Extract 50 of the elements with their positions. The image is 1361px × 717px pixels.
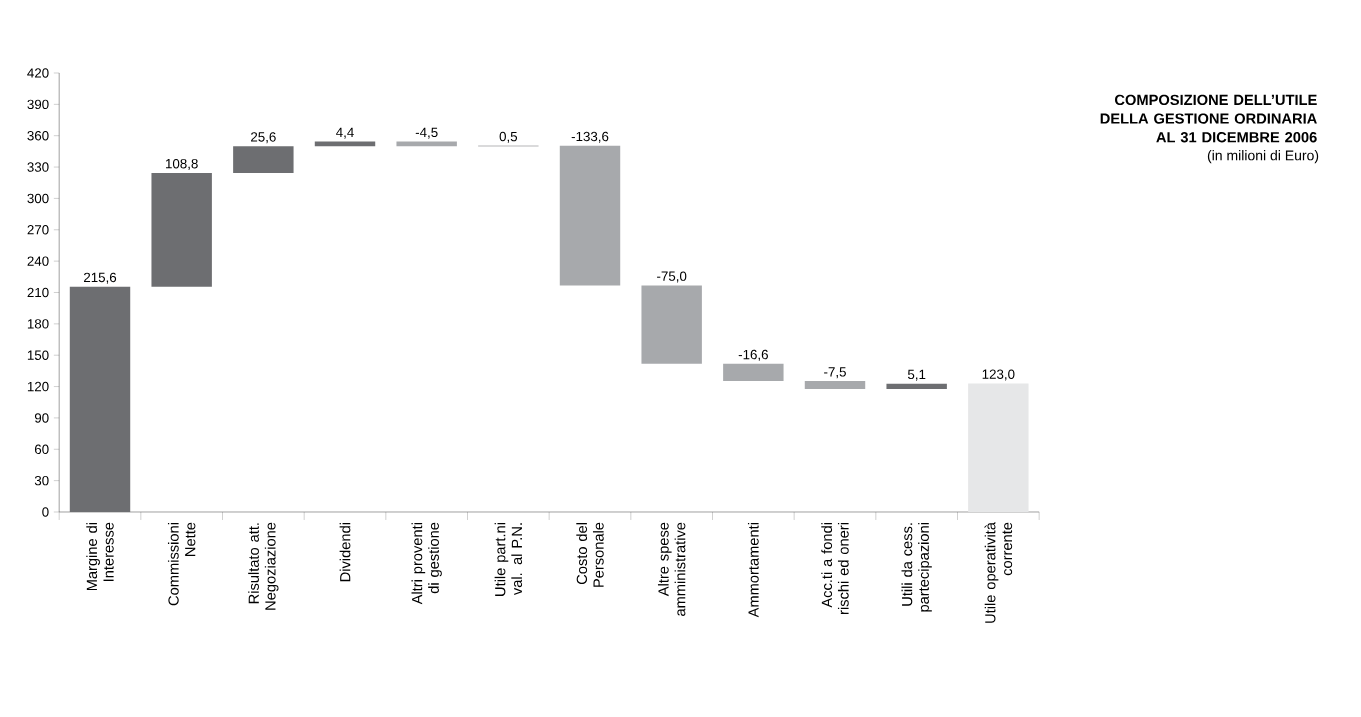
bar [886, 383, 947, 389]
bar [151, 172, 212, 287]
data-label: -16,6 [738, 349, 768, 361]
data-label: 25,6 [251, 132, 276, 144]
y-tick-label: 120 [27, 381, 49, 392]
data-label: 0,5 [499, 131, 518, 143]
data-label: 123,0 [982, 369, 1015, 381]
text: (in milioni di Euro) [1207, 150, 1319, 164]
bar [233, 146, 294, 173]
y-tick-label: 270 [27, 225, 49, 235]
data-label: -133,6 [571, 131, 609, 143]
x-tick-label: Ammortamenti [747, 523, 759, 618]
x-tick-label: Utili da cess. partecipazioni [901, 523, 932, 612]
bar [559, 145, 621, 286]
y-tick-label: 180 [27, 319, 49, 329]
x-tick-label: Altri proventi di gestione [411, 522, 442, 605]
y-tick-label: 60 [34, 444, 49, 454]
y-tick-label: 300 [27, 193, 49, 204]
y-tick-label: 90 [34, 413, 49, 423]
x-tick-label: Commissioni Nette [167, 522, 196, 606]
y-tick-label: 30 [34, 475, 49, 486]
y-tick-label: 150 [27, 350, 49, 360]
data-label: 108,8 [166, 158, 198, 170]
data-label: 215,6 [84, 272, 117, 284]
x-tick-label: Acc.ti a fondi rischi ed oneri [821, 523, 849, 614]
x-tick-label: Altre spese amministrative [657, 522, 686, 616]
text: COMPOSIZIONE DELL’UTILE DELLA GESTIONE ORDINARIA AL 31 DICEMBRE 2006 [1100, 94, 1317, 143]
bar [723, 363, 784, 382]
y-tick-label: 210 [27, 287, 49, 298]
x-tick-label: Costo del Personale [576, 522, 604, 587]
bar [804, 381, 866, 389]
x-tick-label: Risultato att. Negoziazione [248, 522, 279, 610]
y-tick-label: 420 [27, 68, 49, 78]
x-tick-label: Utile operatività corrente [984, 522, 1013, 623]
x-tick-label: Margine di Interesse [86, 522, 114, 591]
y-tick-label: 240 [27, 256, 49, 266]
x-tick-label: Utile part.ni val. al P.N. [494, 523, 523, 596]
data-label: 5,1 [907, 369, 926, 381]
data-label: -4,5 [415, 127, 438, 139]
data-label: -7,5 [824, 367, 846, 379]
data-label: -75,0 [657, 271, 687, 283]
y-tick-label: 390 [27, 99, 49, 110]
bar [69, 286, 131, 512]
data-label: 4,4 [336, 127, 354, 139]
bar [641, 285, 702, 364]
bar [968, 383, 1029, 512]
x-tick-label: Dividendi [339, 523, 351, 582]
y-tick-label: 0 [42, 507, 49, 517]
y-tick-label: 330 [27, 162, 49, 172]
y-tick-label: 360 [27, 130, 49, 141]
